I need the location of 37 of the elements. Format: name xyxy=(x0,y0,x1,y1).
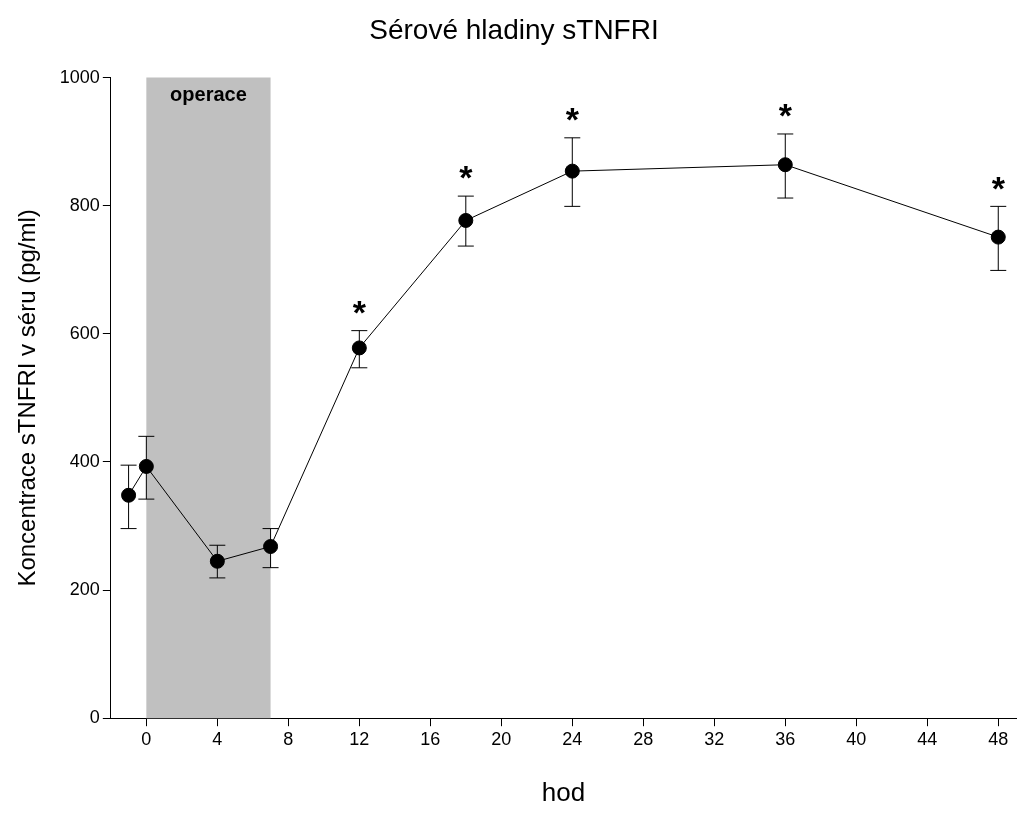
point xyxy=(564,163,580,179)
y-tick-label: 800 xyxy=(69,194,100,215)
annotation: * xyxy=(565,100,580,139)
band-label: operace xyxy=(170,83,247,106)
x-tick-label: 16 xyxy=(420,728,441,749)
x-axis-title: hod xyxy=(541,776,586,807)
point xyxy=(121,487,137,503)
x-tick-label: 32 xyxy=(704,728,725,749)
annotation: * xyxy=(991,168,1006,207)
x-tick-label: 36 xyxy=(775,728,796,749)
point xyxy=(351,340,367,356)
annotation: * xyxy=(778,96,793,135)
point xyxy=(990,229,1006,245)
annotation: * xyxy=(352,293,367,332)
y-tick-label: 400 xyxy=(69,450,100,471)
point xyxy=(458,212,474,228)
x-tick-label: 40 xyxy=(846,728,867,749)
y-tick-label: 200 xyxy=(69,579,100,600)
point xyxy=(209,553,225,569)
x-tick-label: 20 xyxy=(491,728,512,749)
x-tick-label: 8 xyxy=(283,728,294,749)
x-tick-label: 0 xyxy=(141,728,152,749)
y-tick-label: 1000 xyxy=(59,66,100,87)
y-axis-title: Koncentrace sTNFRI v séru (pg/ml) xyxy=(13,209,41,587)
x-tick-label: 28 xyxy=(633,728,654,749)
x-tick-label: 48 xyxy=(988,728,1009,749)
y-tick-label: 600 xyxy=(69,322,100,343)
annotation: * xyxy=(459,158,474,197)
point xyxy=(263,539,279,555)
x-tick-label: 4 xyxy=(212,728,223,749)
point xyxy=(777,157,793,173)
y-tick-label: 0 xyxy=(89,707,100,728)
x-tick-label: 12 xyxy=(349,728,370,749)
chart-title: Sérové hladiny sTNFRI xyxy=(369,13,659,45)
x-tick-label: 44 xyxy=(917,728,938,749)
x-tick-label: 24 xyxy=(562,728,583,749)
point xyxy=(138,458,154,474)
